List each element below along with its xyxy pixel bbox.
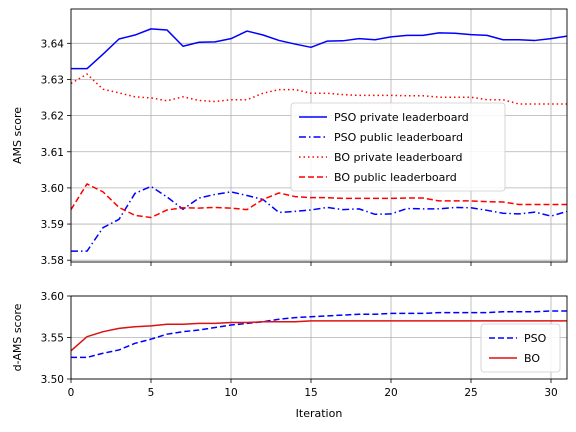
legend-label: PSO private leaderboard: [334, 111, 469, 124]
y-tick-label: 3.62: [41, 111, 64, 123]
y-tick-label: 3.59: [41, 219, 64, 231]
axes-frame: [70, 8, 568, 263]
legend-label: BO private leaderboard: [334, 151, 463, 164]
series-line-bo: [71, 320, 567, 352]
x-tick-label: 20: [384, 387, 397, 399]
x-axis-label: Iteration: [296, 407, 343, 420]
y-tick-label: 3.63: [41, 74, 64, 86]
series-line-pso-public-leaderboard: [71, 185, 567, 252]
x-tick-label: 10: [224, 387, 237, 399]
ams-score-chart: 3.58 3.59 3.60 3.61 3.62 3.63 3.64 AMS score PSO…: [11, 8, 568, 267]
series-line-pso: [71, 310, 567, 359]
y-tick-label: 3.61: [41, 147, 64, 159]
y-tick-label: 3.64: [41, 38, 65, 50]
legend-box: [290, 102, 506, 192]
x-tick-label: 30: [544, 387, 557, 399]
legend-label: BO public leaderboard: [334, 171, 457, 184]
y-tick-label: 3.60: [41, 291, 64, 303]
y-tick-label: 3.55: [41, 333, 64, 345]
d-ams-score-chart: 0 5 10 15 20 25 30 3.50 3.55 3.60 d-AMS score Itera…: [11, 291, 568, 420]
y-tick-label: 3.50: [41, 374, 64, 386]
legend: PSO BO: [480, 323, 561, 373]
x-tick-label: 0: [68, 387, 75, 399]
y-axis-label: AMS score: [11, 107, 24, 164]
x-tick-label: 25: [464, 387, 477, 399]
y-tick-label: 3.58: [41, 255, 64, 267]
series-line-pso-private-leaderboard: [71, 28, 567, 70]
y-axis-label: d-AMS score: [11, 303, 24, 371]
legend-box: [480, 323, 561, 373]
x-tick-label: 5: [148, 387, 155, 399]
legend-label: PSO: [524, 332, 547, 345]
x-tick-label: 15: [304, 387, 317, 399]
legend-label: PSO public leaderboard: [334, 131, 463, 144]
series-line-bo-public-leaderboard: [71, 183, 567, 219]
legend: PSO private leaderboard PSO public leader…: [290, 102, 506, 192]
legend-label: BO: [524, 352, 540, 365]
y-tick-label: 3.60: [41, 183, 64, 195]
